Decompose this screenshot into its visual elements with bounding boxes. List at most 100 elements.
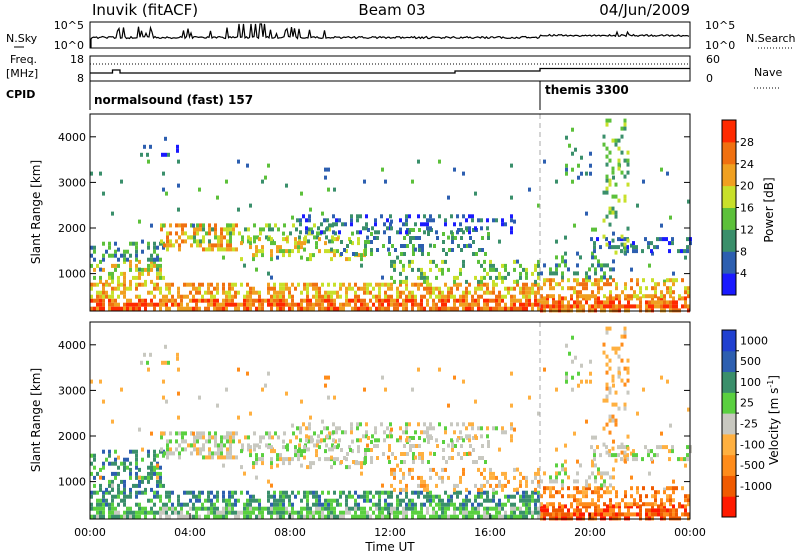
velocity-cell <box>226 431 229 436</box>
velocity-cell <box>312 490 315 495</box>
power-cell <box>612 259 615 264</box>
velocity-cell <box>202 431 205 436</box>
velocity-cell <box>276 463 279 468</box>
velocity-cell <box>405 422 408 427</box>
xtick-label: 04:00 <box>174 526 206 539</box>
power-cell <box>288 302 291 307</box>
velocity-cell <box>229 435 232 440</box>
power-cell <box>396 286 399 291</box>
power-cell <box>315 290 318 295</box>
power-cell <box>522 267 525 272</box>
power-cell <box>363 298 366 303</box>
velocity-cell <box>380 422 383 427</box>
velocity-cell <box>618 516 621 521</box>
velocity-cell <box>285 490 288 495</box>
velocity-cell <box>135 457 138 462</box>
power-cell <box>501 263 504 268</box>
power-cell <box>650 249 653 254</box>
velocity-cell <box>357 494 360 499</box>
velocity-cell <box>108 510 111 515</box>
velocity-cell <box>420 502 423 507</box>
power-cell <box>258 290 261 295</box>
ytick-label: 4000 <box>58 131 86 144</box>
velocity-cell <box>186 514 189 519</box>
velocity-cell <box>232 439 235 444</box>
velocity-cell <box>438 498 441 503</box>
power-cell <box>465 226 468 231</box>
velocity-cell <box>611 414 615 419</box>
power-cell <box>620 170 624 175</box>
power-cell <box>611 245 614 250</box>
velocity-cell <box>138 510 141 515</box>
power-cell <box>597 282 600 287</box>
velocity-cell <box>462 467 465 472</box>
velocity-cell <box>492 471 495 476</box>
power-cell <box>417 267 420 272</box>
velocity-cell <box>258 502 261 507</box>
velocity-cell <box>657 512 660 517</box>
velocity-cell <box>267 498 270 503</box>
power-cell <box>606 263 609 268</box>
power-cell <box>608 206 612 211</box>
power-cell <box>348 257 351 262</box>
power-cell <box>609 290 612 295</box>
power-cell <box>384 294 387 299</box>
power-cell <box>253 235 256 240</box>
cpid-panel: CPID normalsound (fast) 157 themis 3300 <box>6 81 629 110</box>
velocity-cell <box>663 504 666 509</box>
power-cell <box>669 278 672 283</box>
velocity-cell <box>375 514 378 519</box>
power-cell <box>582 282 585 287</box>
power-cell <box>153 306 156 311</box>
power-cell <box>561 308 564 313</box>
velocity-cell <box>543 516 546 521</box>
power-cell <box>96 263 99 268</box>
beam-title: Beam 03 <box>358 1 425 19</box>
power-cell <box>438 159 441 164</box>
power-cell <box>294 245 297 250</box>
power-cell <box>178 247 181 252</box>
velocity-cell <box>374 438 377 443</box>
power-cell <box>156 286 159 291</box>
power-cell <box>594 296 597 301</box>
power-cell <box>426 302 429 307</box>
power-cell <box>390 275 393 280</box>
velocity-cell <box>672 486 675 491</box>
velocity-cell <box>153 490 156 495</box>
power-cell <box>184 239 187 244</box>
velocity-cell <box>120 387 123 392</box>
power-cell <box>198 298 201 303</box>
velocity-cell <box>507 514 510 519</box>
power-cell <box>498 271 501 276</box>
power-cell <box>477 218 480 223</box>
power-cell <box>513 259 516 264</box>
power-cell <box>323 230 326 235</box>
power-cell <box>540 308 543 313</box>
power-cell <box>120 271 123 276</box>
power-cell <box>324 306 327 311</box>
power-cell <box>501 218 504 223</box>
power-cell <box>602 190 606 195</box>
velocity-cell <box>492 475 495 480</box>
velocity-cell <box>186 510 189 515</box>
velocity-cell <box>420 510 423 515</box>
velocity-cell <box>111 419 114 424</box>
velocity-cell <box>447 514 450 519</box>
power-cell <box>140 152 143 157</box>
power-cell <box>621 290 624 295</box>
power-cell <box>462 306 465 311</box>
power-cell <box>507 306 510 311</box>
power-cell <box>414 294 417 299</box>
power-cell <box>468 226 471 231</box>
power-cell <box>471 298 474 303</box>
velocity-cell <box>654 502 657 507</box>
power-cell <box>450 230 453 235</box>
velocity-cell <box>393 506 396 511</box>
power-cell <box>168 306 171 311</box>
power-cell <box>363 286 366 291</box>
power-cell <box>178 235 181 240</box>
power-cell <box>417 286 420 291</box>
velocity-cell <box>468 434 471 439</box>
power-cell <box>225 179 228 184</box>
power-cell <box>648 263 651 268</box>
